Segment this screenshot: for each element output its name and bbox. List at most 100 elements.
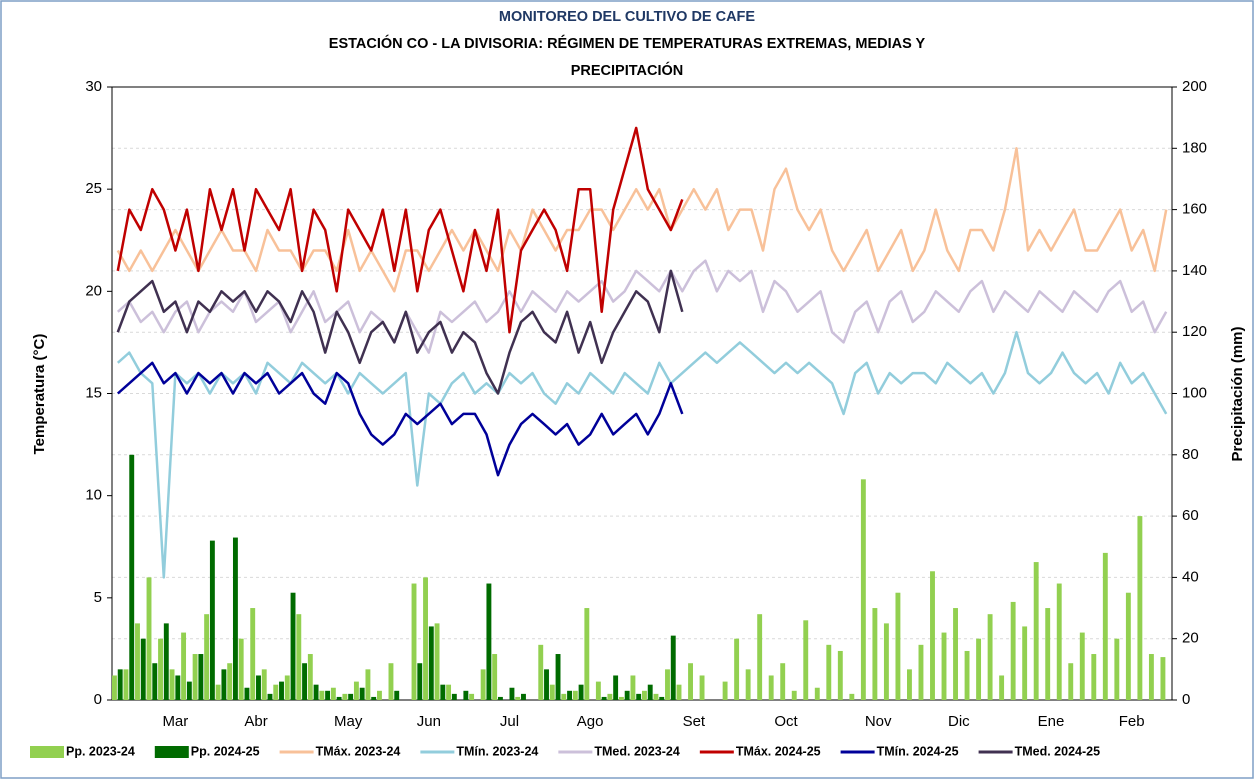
precip-bar [232, 537, 238, 700]
precip-bar [849, 693, 855, 700]
precip-bar [261, 669, 267, 700]
y2-tick-label: 60 [1182, 507, 1199, 524]
precip-bar [595, 681, 601, 700]
precip-bar [296, 614, 302, 700]
series-line [116, 330, 1168, 579]
y2-tick-label: 160 [1182, 201, 1207, 218]
precip-bar [630, 675, 636, 700]
precip-bar [117, 669, 123, 700]
series-line [116, 259, 1168, 354]
legend-swatch [30, 746, 64, 758]
precip-bar [256, 675, 261, 700]
precip-bar [647, 684, 653, 700]
precip-bar [883, 623, 889, 700]
precip-bar [803, 620, 809, 700]
precip-bar [999, 675, 1005, 700]
precip-bar [221, 669, 227, 700]
y-tick-label: 10 [85, 487, 102, 504]
precip-bar [325, 690, 331, 700]
x-tick-label: Feb [1119, 713, 1145, 730]
chart-subtitle: ESTACIÓN CO - LA DIVISORIA: RÉGIMEN DE T… [329, 34, 926, 79]
precip-bar [313, 684, 319, 700]
precip-bar [135, 623, 140, 700]
precip-bar [837, 650, 843, 700]
chart-title: MONITOREO DEL CULTIVO DE CAFE [499, 9, 756, 25]
precip-bar [1022, 626, 1028, 700]
precip-bar [636, 693, 642, 700]
precip-bar [1091, 654, 1097, 700]
precip-bar [152, 663, 158, 700]
precip-bar [146, 577, 152, 700]
precip-bar [209, 540, 215, 700]
precip-bar [1160, 657, 1166, 700]
precip-bar [624, 690, 630, 700]
legend-item: TMed. 2024-25 [978, 744, 1101, 758]
precip-bar [227, 663, 233, 700]
y2-axis-title: Precipitación (mm) [1229, 326, 1246, 461]
precip-bar [244, 687, 250, 700]
legend-item: TMáx. 2024-25 [699, 744, 821, 758]
x-tick-label: Nov [865, 713, 892, 730]
y2-tick-label: 100 [1182, 384, 1207, 401]
precip-bar [561, 693, 567, 700]
x-tick-label: Dic [948, 713, 970, 730]
precip-bar [394, 690, 400, 700]
series-line [116, 126, 684, 334]
y-tick-label: 0 [94, 691, 102, 708]
precip-bar [336, 696, 342, 700]
precip-bar [642, 690, 647, 700]
legend-label: Pp. 2023-24 [66, 744, 135, 758]
precip-bar [175, 675, 181, 700]
x-tick-label: May [334, 713, 363, 730]
legend-item: TMed. 2023-24 [558, 744, 680, 758]
precip-bar [688, 663, 693, 700]
precip-bar [267, 693, 273, 700]
precip-bar [509, 687, 515, 700]
precip-bar [371, 696, 377, 700]
precip-bar [907, 669, 912, 700]
precip-bar [250, 608, 256, 700]
y2-tick-label: 80 [1182, 446, 1199, 463]
precip-bar [198, 654, 204, 700]
precip-bar [497, 696, 503, 700]
precip-bar [215, 684, 221, 700]
precip-bar [653, 693, 659, 700]
x-tick-label: Jun [417, 713, 441, 730]
precip-bar [279, 681, 284, 700]
precip-bar [330, 687, 336, 700]
legend-label: TMed. 2024-25 [1015, 744, 1101, 758]
precip-bar [665, 669, 670, 700]
legend-label: TMed. 2023-24 [594, 744, 680, 758]
x-tick-label: Jul [500, 713, 519, 730]
precip-bar [930, 571, 935, 700]
legend-item: TMáx. 2023-24 [279, 744, 400, 758]
precip-bar [463, 690, 469, 700]
precip-bar [388, 663, 394, 700]
precip-bar [446, 684, 452, 700]
precip-bar [1114, 638, 1120, 700]
y-tick-label: 30 [85, 78, 102, 95]
x-tick-label: Oct [774, 713, 798, 730]
precip-bar [676, 684, 682, 700]
precip-bar [204, 614, 210, 700]
precip-bar [567, 690, 573, 700]
precip-bar [1137, 516, 1143, 700]
y2-tick-label: 0 [1182, 691, 1190, 708]
precip-bar [745, 669, 751, 700]
precip-bar [544, 669, 549, 700]
y2-tick-label: 20 [1182, 630, 1199, 647]
precip-bar [273, 684, 279, 700]
series-line [116, 147, 1168, 293]
precip-bar [814, 687, 820, 700]
y2-tick-label: 120 [1182, 323, 1207, 340]
precip-bar [169, 669, 175, 700]
legend-swatch [154, 746, 189, 758]
precip-bar [953, 608, 958, 700]
precip-bar [872, 608, 878, 700]
precip-bar [123, 669, 129, 700]
precip-bar [186, 681, 192, 700]
precip-bar [129, 454, 135, 700]
precip-bar [423, 577, 428, 700]
x-tick-label: Set [683, 713, 706, 730]
